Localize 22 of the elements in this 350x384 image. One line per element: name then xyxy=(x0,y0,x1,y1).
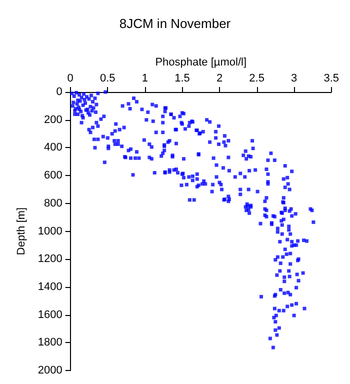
y-tick-label: 0 xyxy=(56,86,62,98)
x-axis-title: Phosphate [µmol/l] xyxy=(155,56,247,69)
x-tick-label: 2.5 xyxy=(249,72,264,84)
x-tick-label: 1 xyxy=(142,72,148,84)
x-tick-label: 3.5 xyxy=(324,72,340,84)
y-tick-label: 2000 xyxy=(38,364,62,376)
x-tick-label: 3 xyxy=(291,72,298,84)
y-tick-label: 400 xyxy=(44,142,62,154)
chart-title: 8JCM in November xyxy=(119,16,232,31)
y-tick-label: 1000 xyxy=(38,225,62,238)
y-tick-label: 1400 xyxy=(38,280,62,293)
y-tick-label: 1600 xyxy=(38,308,62,321)
y-tick-label: 1800 xyxy=(38,336,62,349)
x-tick-label: 0.5 xyxy=(100,72,116,84)
x-tick-label: 0 xyxy=(67,72,74,84)
y-tick-label: 1200 xyxy=(38,253,62,266)
x-tick-label: 1.5 xyxy=(174,72,190,84)
y-tick-label: 200 xyxy=(44,114,62,126)
y-axis-title: Depth [m] xyxy=(16,207,28,256)
y-tick-label: 800 xyxy=(44,197,62,210)
x-tick-label: 2 xyxy=(216,72,223,84)
y-tick-label: 600 xyxy=(44,170,62,182)
